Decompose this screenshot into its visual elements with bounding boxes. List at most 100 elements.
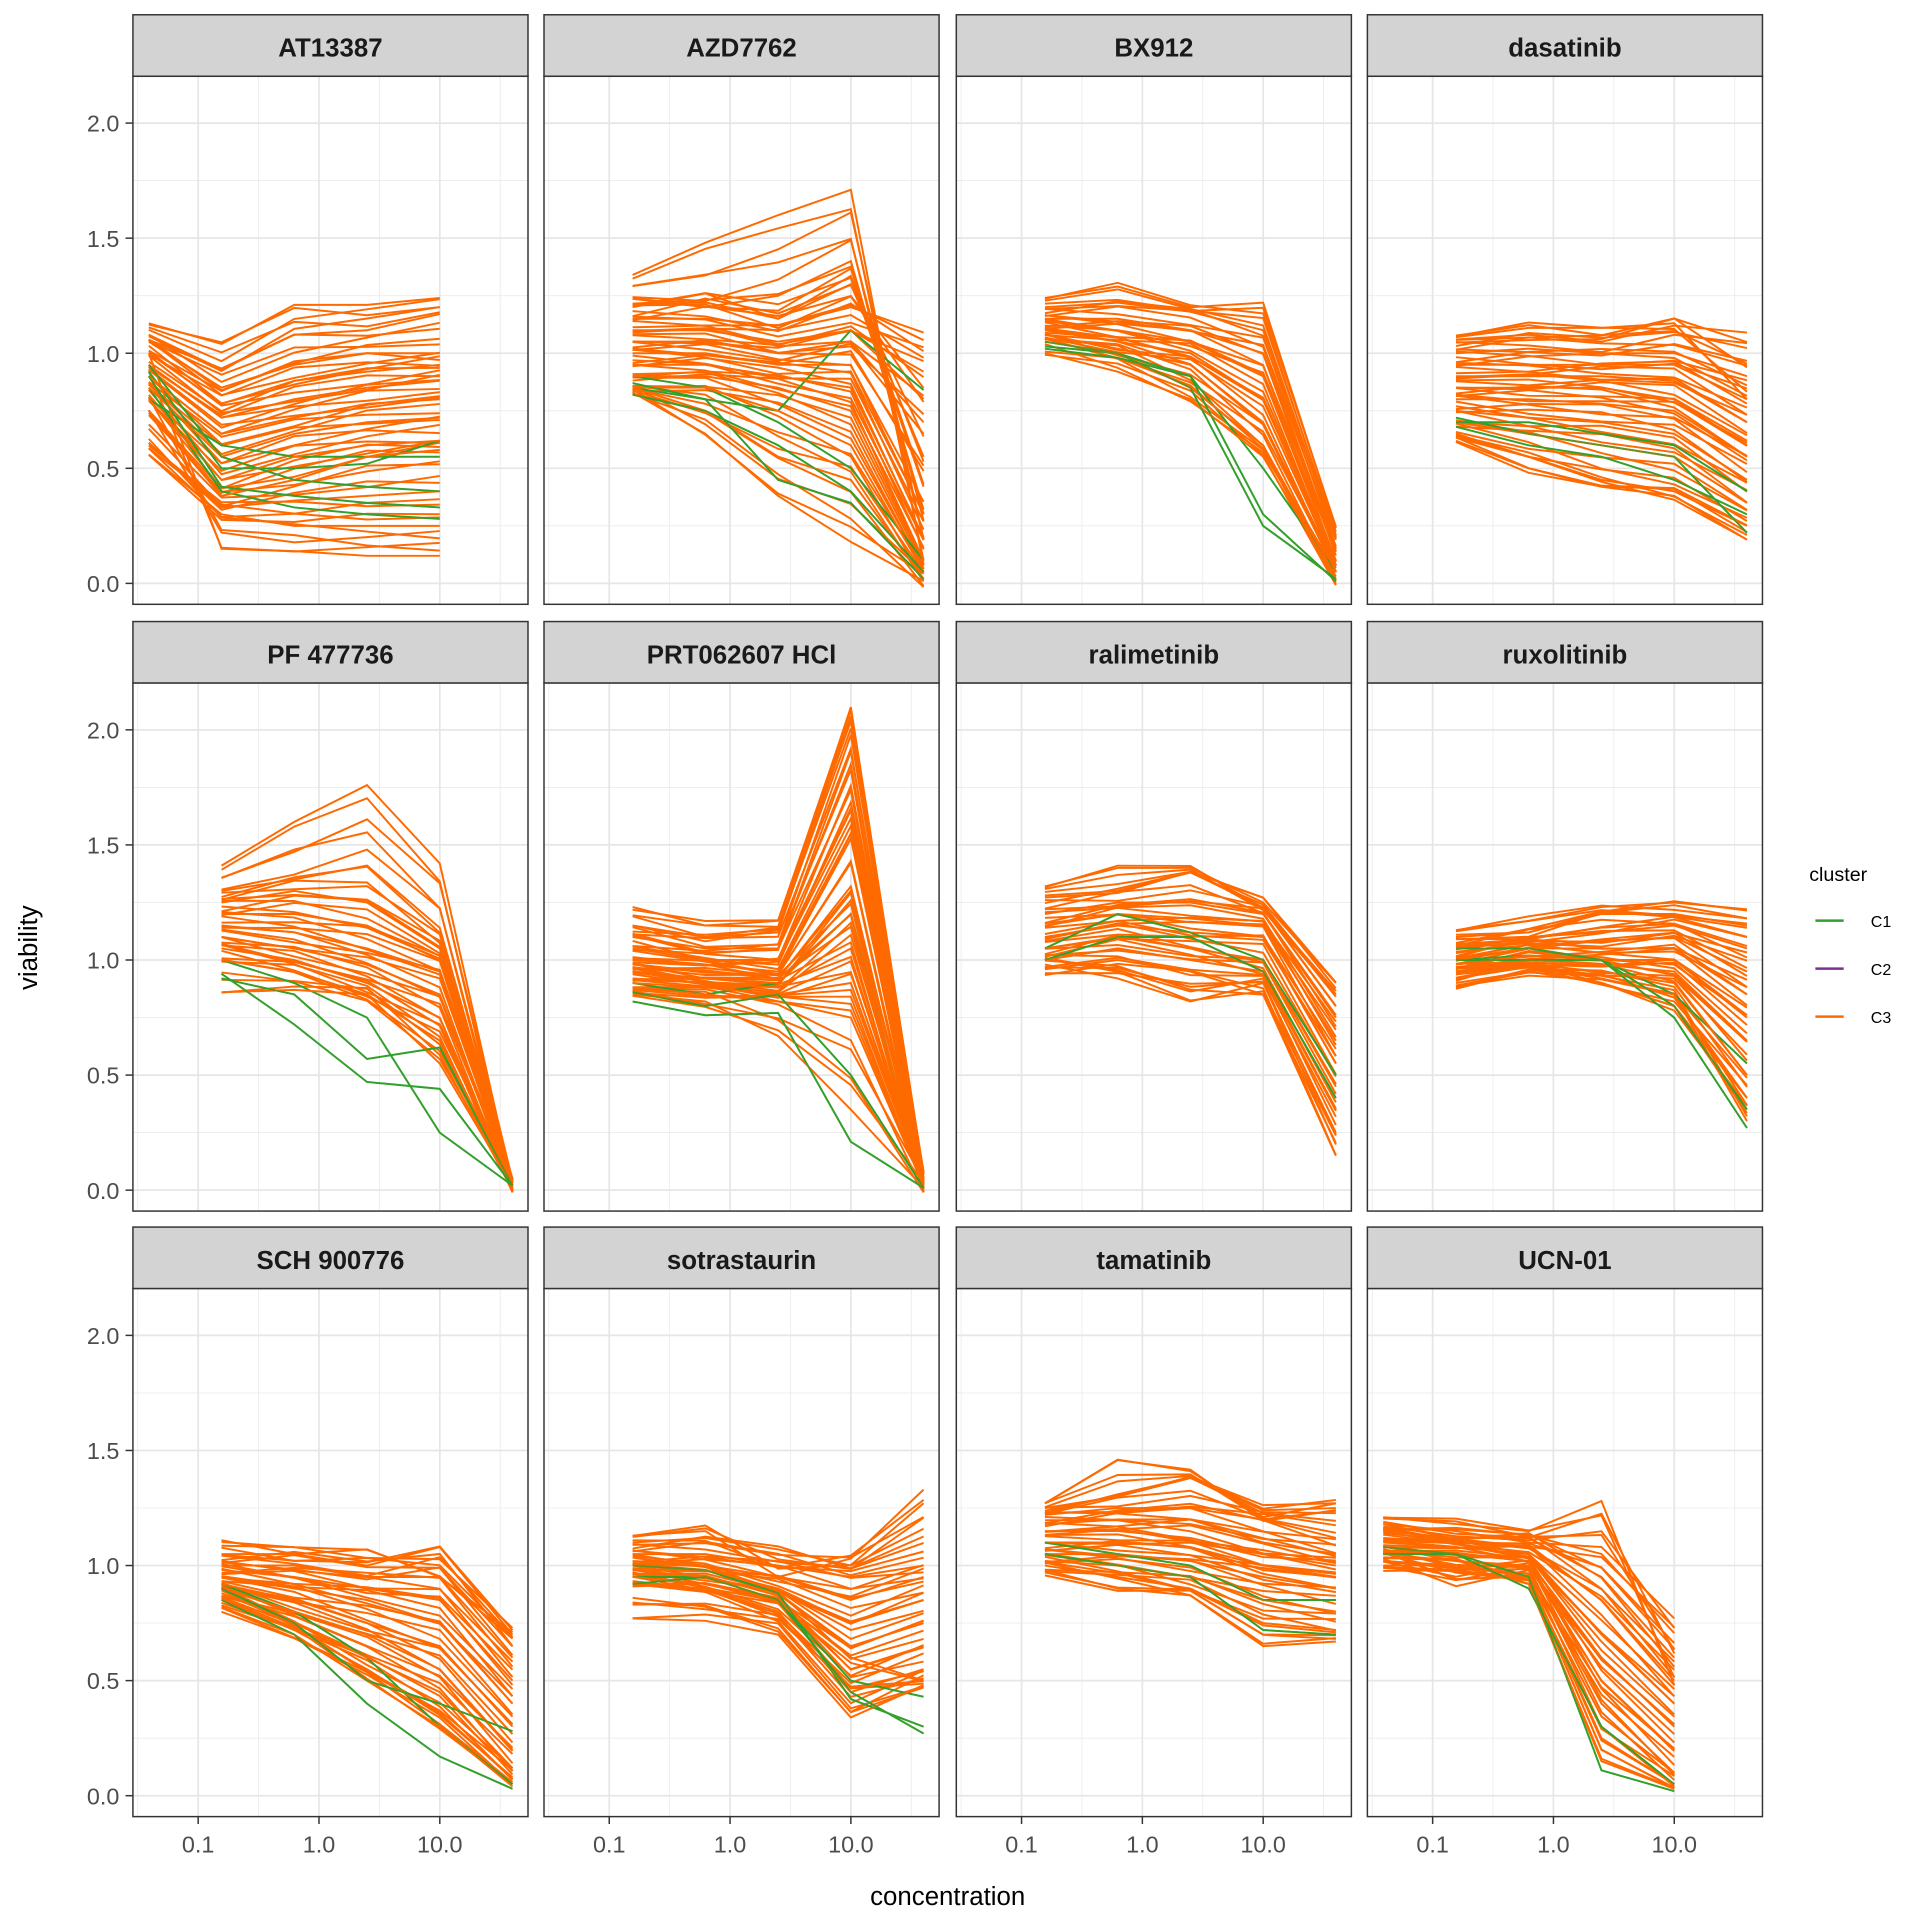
series-line-c3 [1044,317,1337,550]
series-lines [632,188,925,588]
series-line-c3 [148,352,440,405]
series-line-c3-fill [148,410,440,490]
series-line-c3-fill [221,1586,514,1769]
series-line-c1 [221,959,514,1187]
series-line-c3 [1044,901,1337,1019]
panel: sotrastaurin [543,1226,940,1818]
series-line-c1 [148,375,440,509]
y-tick-label: 2.0 [87,717,120,743]
series-line-c3-fill [1044,327,1337,572]
series-line-c1 [148,371,441,470]
series-line-c3 [221,947,514,1186]
series-line-c3-fill [632,376,925,569]
panel: BX912 [955,14,1353,606]
series-line-c3 [1455,935,1748,973]
panel: UCN-01 [1366,1226,1764,1818]
panel: AT13387 [132,14,529,606]
x-tick-label: 10.0 [1652,1831,1698,1857]
series-line-c1 [632,991,925,1189]
series-line-c3-fill [148,454,440,523]
panel: PRT062607 HCl [543,620,940,1212]
series-line-c3 [1455,347,1748,378]
series-line-c1 [1044,1541,1336,1601]
series-line-c3-fill [632,327,925,397]
series-lines [632,1488,925,1735]
y-tick-label: 1.5 [87,833,120,859]
series-line-c3 [632,986,925,1186]
panel-border [955,1287,1353,1818]
strip-background [1366,1226,1764,1290]
series-line-c3 [1455,947,1748,996]
series-line-c1 [632,375,925,561]
series-line-c3-fill [1455,324,1748,365]
y-tick-label: 2.0 [87,111,120,137]
series-line-c3-fill [632,343,925,503]
series-line-c3 [221,889,514,1186]
series-line-c3-fill [1383,1549,1675,1744]
series-line-c3-fill [1455,394,1748,457]
strip-background [132,620,529,684]
series-line-c1 [632,1576,924,1735]
series-line-c3 [1044,352,1337,580]
series-line-c3 [632,363,925,538]
series-line-c3 [1455,324,1748,343]
y-tick-label: 0.5 [87,1063,120,1089]
series-line-c3-fill [632,294,925,389]
series-line-c3 [147,352,440,557]
series-line-c3 [148,364,440,419]
series-line-c3-fill [221,1610,514,1786]
panel-border [543,1287,940,1818]
panel: ralimetinib [955,620,1353,1212]
series-line-c1 [1383,1553,1675,1792]
x-tick-label: 0.1 [593,1831,626,1857]
series-line-c1 [221,977,514,1186]
series-line-c3-fill [221,848,514,1183]
series-line-c3 [632,306,924,334]
series-line-c3 [632,807,925,1179]
x-tick-label: 0.1 [1416,1831,1449,1857]
series-line-c3 [632,386,925,573]
strip-background [1366,620,1764,684]
series-line-c3 [632,888,925,1186]
series-line-c3 [1383,1499,1676,1686]
series-line-c3 [1383,1523,1675,1620]
panel-title: BX912 [1114,35,1193,63]
series-line-c3 [632,718,925,1179]
panel-border [1366,682,1764,1212]
series-line-c3-fill [1455,333,1748,354]
series-line-c3 [1044,333,1337,573]
series-line-c3-fill [148,298,440,363]
strip-background [132,1226,529,1290]
series-line-c3-fill [632,1555,924,1579]
series-line-c3-fill [221,1544,514,1639]
series-line-c3-fill [147,409,440,544]
series-line-c3 [632,340,925,423]
series-line-c3 [1383,1541,1675,1705]
y-tick-label: 0.5 [87,1668,120,1694]
panel: dasatinib [1366,14,1764,606]
series-line-c3-fill [1044,1489,1337,1534]
series-line-c3 [221,912,514,1186]
series-line-c3-fill [632,389,925,570]
strip-background [955,1226,1353,1290]
series-line-c3 [1455,439,1748,541]
series-line-c1 [147,387,440,520]
panel-title: SCH 900776 [257,1247,405,1275]
series-line-c3-fill [1455,408,1748,483]
series-line-c3 [1044,912,1337,1042]
series-line-c3-fill [632,1613,924,1710]
series-line-c3 [148,340,440,389]
series-line-c3-fill [1044,305,1337,552]
y-tick-label: 1.5 [87,226,120,252]
series-line-c3 [221,1576,514,1705]
series-line-c3 [1455,924,1748,950]
series-line-c3-fill [632,747,925,1173]
series-line-c3 [632,329,925,373]
series-line-c1 [1044,913,1337,1076]
y-tick-label: 0.5 [87,456,120,482]
series-line-c3-fill [632,387,925,570]
series-line-c3-fill [632,1516,925,1571]
series-line-c3-fill [1455,387,1748,442]
series-line-c3 [632,912,925,1186]
